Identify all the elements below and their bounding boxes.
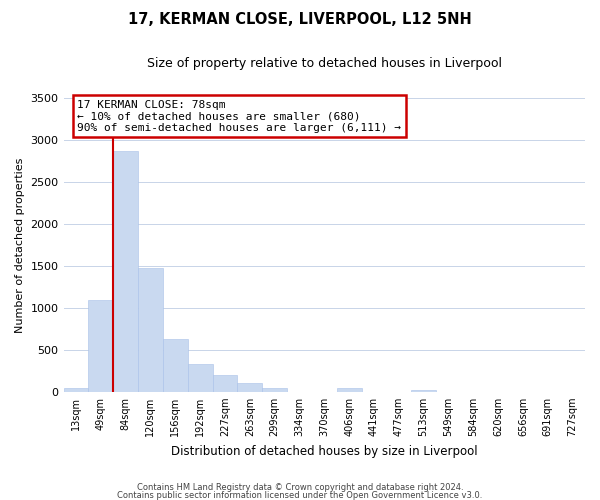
- Bar: [411, 390, 436, 392]
- Bar: [113, 151, 138, 392]
- Title: Size of property relative to detached houses in Liverpool: Size of property relative to detached ho…: [147, 58, 502, 70]
- Bar: [64, 388, 88, 392]
- Bar: [262, 388, 287, 392]
- Text: 17, KERMAN CLOSE, LIVERPOOL, L12 5NH: 17, KERMAN CLOSE, LIVERPOOL, L12 5NH: [128, 12, 472, 28]
- Text: Contains HM Land Registry data © Crown copyright and database right 2024.: Contains HM Land Registry data © Crown c…: [137, 484, 463, 492]
- Text: 17 KERMAN CLOSE: 78sqm
← 10% of detached houses are smaller (680)
90% of semi-de: 17 KERMAN CLOSE: 78sqm ← 10% of detached…: [77, 100, 401, 133]
- Text: Contains public sector information licensed under the Open Government Licence v3: Contains public sector information licen…: [118, 490, 482, 500]
- Y-axis label: Number of detached properties: Number of detached properties: [15, 157, 25, 332]
- Bar: [188, 364, 212, 392]
- Bar: [88, 300, 113, 392]
- X-axis label: Distribution of detached houses by size in Liverpool: Distribution of detached houses by size …: [171, 444, 478, 458]
- Bar: [138, 268, 163, 392]
- Bar: [238, 384, 262, 392]
- Bar: [212, 376, 238, 392]
- Bar: [163, 339, 188, 392]
- Bar: [337, 388, 362, 392]
